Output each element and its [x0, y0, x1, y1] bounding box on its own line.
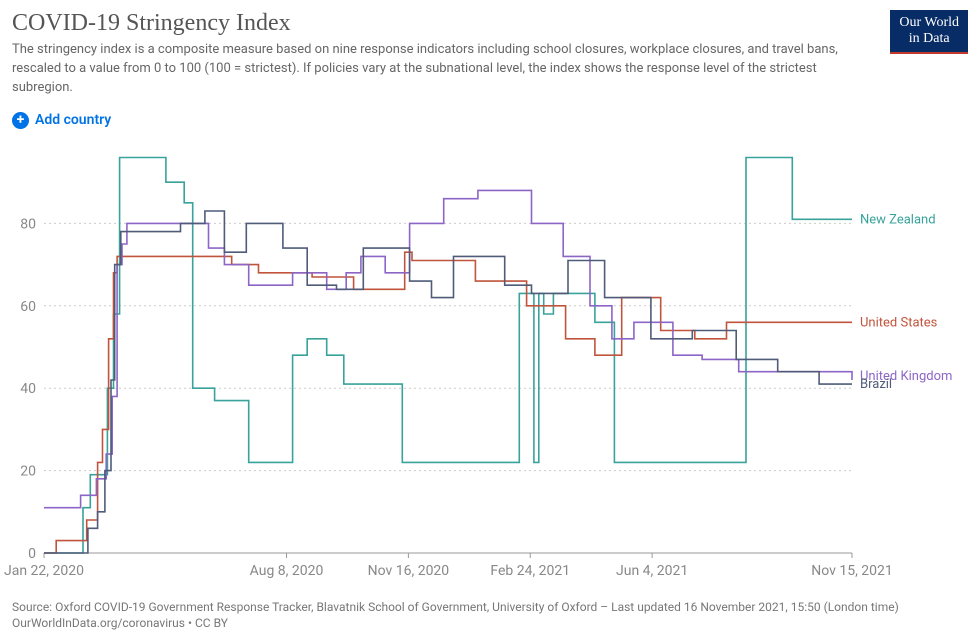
source-line1: Source: Oxford COVID-19 Government Respo… [12, 599, 968, 616]
svg-text:Nov 15, 2021: Nov 15, 2021 [811, 563, 893, 579]
svg-text:Jun 4, 2021: Jun 4, 2021 [616, 563, 688, 579]
plus-circle-icon: + [12, 112, 29, 129]
chart-subtitle: The stringency index is a composite meas… [12, 41, 842, 98]
svg-text:80: 80 [20, 216, 36, 232]
series-label[interactable]: New Zealand [860, 212, 936, 227]
svg-text:Feb 24, 2021: Feb 24, 2021 [490, 563, 570, 579]
svg-text:20: 20 [20, 463, 36, 479]
series-label[interactable]: United States [860, 315, 938, 330]
svg-text:40: 40 [20, 381, 36, 397]
svg-text:Nov 16, 2020: Nov 16, 2020 [368, 563, 450, 579]
source-line2: OurWorldInData.org/coronavirus • CC BY [12, 615, 968, 632]
series-label[interactable]: Brazil [860, 377, 892, 392]
chart-header: COVID-19 Stringency Index The stringency… [0, 0, 980, 98]
svg-text:0: 0 [28, 546, 36, 562]
line-chart: 0 20 40 60 80 Jan 22, 2020 Aug 8, 2020 Nov 16, … [0, 133, 980, 593]
logo-line2: in Data [899, 31, 959, 47]
add-country-button[interactable]: + Add country [0, 98, 980, 133]
owid-logo[interactable]: Our World in Data [890, 10, 968, 54]
add-country-label: Add country [35, 112, 111, 128]
svg-text:Jan 22, 2020: Jan 22, 2020 [4, 563, 84, 579]
svg-text:60: 60 [20, 298, 36, 314]
logo-line1: Our World [899, 15, 959, 31]
chart-title: COVID-19 Stringency Index [12, 10, 968, 37]
svg-text:Aug 8, 2020: Aug 8, 2020 [250, 563, 324, 579]
chart-area: 0 20 40 60 80 Jan 22, 2020 Aug 8, 2020 Nov 16, … [0, 133, 980, 593]
